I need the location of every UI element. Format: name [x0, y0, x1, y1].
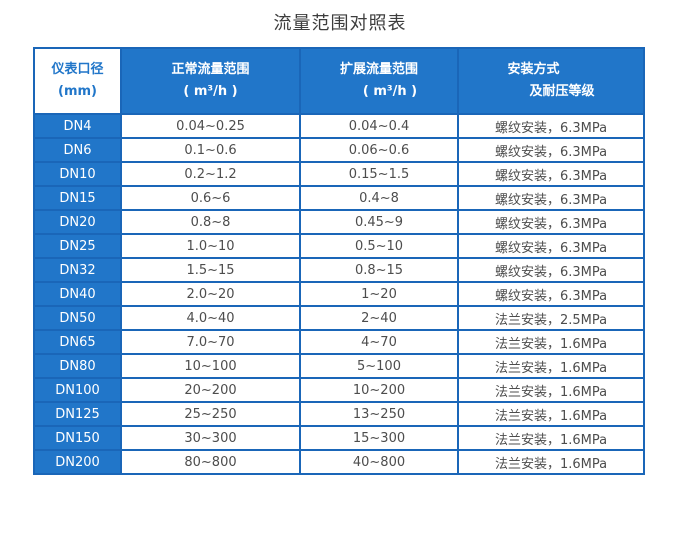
- table-row: DN6 0.1~0.6 0.06~0.6 螺纹安装，6.3MPa: [33, 137, 645, 163]
- table-row: DN4 0.04~0.25 0.04~0.4 螺纹安装，6.3MPa: [33, 113, 645, 139]
- cell-extended-range: 0.8~15: [299, 257, 459, 283]
- cell-diameter: DN50: [33, 305, 122, 331]
- header-line: (mm): [58, 84, 97, 99]
- cell-diameter: DN4: [33, 113, 122, 139]
- cell-extended-range: 1~20: [299, 281, 459, 307]
- header-line: 扩展流量范围: [339, 61, 418, 77]
- cell-install-method: 法兰安装，1.6MPa: [457, 449, 645, 475]
- cell-extended-range: 5~100: [299, 353, 459, 379]
- cell-diameter: DN40: [33, 281, 122, 307]
- table-row: DN40 2.0~20 1~20 螺纹安装，6.3MPa: [33, 281, 645, 307]
- table-row: DN25 1.0~10 0.5~10 螺纹安装，6.3MPa: [33, 233, 645, 259]
- cell-diameter: DN32: [33, 257, 122, 283]
- header-extended-flow-range: 扩展流量范围 ( m³/h ): [299, 47, 459, 115]
- cell-extended-range: 0.45~9: [299, 209, 459, 235]
- cell-diameter: DN10: [33, 161, 122, 187]
- cell-extended-range: 0.04~0.4: [299, 113, 459, 139]
- cell-normal-range: 2.0~20: [120, 281, 301, 307]
- cell-extended-range: 40~800: [299, 449, 459, 475]
- cell-diameter: DN150: [33, 425, 122, 451]
- cell-install-method: 螺纹安装，6.3MPa: [457, 161, 645, 187]
- cell-extended-range: 0.06~0.6: [299, 137, 459, 163]
- table-row: DN200 80~800 40~800 法兰安装，1.6MPa: [33, 449, 645, 475]
- table-row: DN10 0.2~1.2 0.15~1.5 螺纹安装，6.3MPa: [33, 161, 645, 187]
- cell-normal-range: 0.2~1.2: [120, 161, 301, 187]
- header-line: ( m³/h ): [362, 84, 418, 99]
- header-line: 正常流量范围: [171, 61, 250, 77]
- cell-install-method: 法兰安装，1.6MPa: [457, 377, 645, 403]
- cell-diameter: DN20: [33, 209, 122, 235]
- table-row: DN80 10~100 5~100 法兰安装，1.6MPa: [33, 353, 645, 379]
- table-row: DN100 20~200 10~200 法兰安装，1.6MPa: [33, 377, 645, 403]
- cell-diameter: DN200: [33, 449, 122, 475]
- cell-diameter: DN25: [33, 233, 122, 259]
- cell-normal-range: 0.6~6: [120, 185, 301, 211]
- table-header: 仪表口径 (mm) 正常流量范围 ( m³/h ) 扩展流量范围 ( m³/h …: [33, 47, 645, 115]
- cell-extended-range: 2~40: [299, 305, 459, 331]
- header-line: 安装方式: [507, 61, 560, 77]
- cell-install-method: 螺纹安装，6.3MPa: [457, 257, 645, 283]
- header-install-method: 安装方式 及耐压等级: [457, 47, 645, 115]
- cell-diameter: DN6: [33, 137, 122, 163]
- cell-normal-range: 1.0~10: [120, 233, 301, 259]
- cell-diameter: DN100: [33, 377, 122, 403]
- cell-install-method: 法兰安装，1.6MPa: [457, 329, 645, 355]
- cell-normal-range: 30~300: [120, 425, 301, 451]
- table-row: DN65 7.0~70 4~70 法兰安装，1.6MPa: [33, 329, 645, 355]
- table-body: DN4 0.04~0.25 0.04~0.4 螺纹安装，6.3MPa DN6 0.1~0.…: [33, 113, 645, 475]
- cell-diameter: DN80: [33, 353, 122, 379]
- cell-extended-range: 4~70: [299, 329, 459, 355]
- flow-range-table: 仪表口径 (mm) 正常流量范围 ( m³/h ) 扩展流量范围 ( m³/h …: [33, 47, 645, 475]
- table-row: DN125 25~250 13~250 法兰安装，1.6MPa: [33, 401, 645, 427]
- header-line: ( m³/h ): [183, 84, 238, 99]
- cell-diameter: DN125: [33, 401, 122, 427]
- cell-install-method: 螺纹安装，6.3MPa: [457, 233, 645, 259]
- cell-diameter: DN65: [33, 329, 122, 355]
- header-row: 仪表口径 (mm) 正常流量范围 ( m³/h ) 扩展流量范围 ( m³/h …: [33, 47, 645, 115]
- cell-install-method: 法兰安装，1.6MPa: [457, 401, 645, 427]
- page-title: 流量范围对照表: [273, 13, 407, 34]
- cell-normal-range: 0.8~8: [120, 209, 301, 235]
- header-normal-flow-range: 正常流量范围 ( m³/h ): [120, 47, 301, 115]
- table-row: DN32 1.5~15 0.8~15 螺纹安装，6.3MPa: [33, 257, 645, 283]
- cell-normal-range: 10~100: [120, 353, 301, 379]
- cell-extended-range: 0.15~1.5: [299, 161, 459, 187]
- cell-install-method: 法兰安装，2.5MPa: [457, 305, 645, 331]
- cell-install-method: 螺纹安装，6.3MPa: [457, 281, 645, 307]
- cell-install-method: 螺纹安装，6.3MPa: [457, 113, 645, 139]
- cell-extended-range: 13~250: [299, 401, 459, 427]
- cell-normal-range: 1.5~15: [120, 257, 301, 283]
- cell-normal-range: 4.0~40: [120, 305, 301, 331]
- table-row: DN150 30~300 15~300 法兰安装，1.6MPa: [33, 425, 645, 451]
- cell-normal-range: 0.04~0.25: [120, 113, 301, 139]
- table-row: DN20 0.8~8 0.45~9 螺纹安装，6.3MPa: [33, 209, 645, 235]
- cell-normal-range: 20~200: [120, 377, 301, 403]
- cell-extended-range: 0.4~8: [299, 185, 459, 211]
- header-meter-diameter: 仪表口径 (mm): [33, 47, 122, 115]
- header-line: 仪表口径: [51, 61, 104, 77]
- cell-diameter: DN15: [33, 185, 122, 211]
- cell-normal-range: 25~250: [120, 401, 301, 427]
- table-row: DN50 4.0~40 2~40 法兰安装，2.5MPa: [33, 305, 645, 331]
- cell-install-method: 螺纹安装，6.3MPa: [457, 209, 645, 235]
- header-line: 及耐压等级: [529, 84, 595, 99]
- cell-install-method: 法兰安装，1.6MPa: [457, 425, 645, 451]
- cell-extended-range: 0.5~10: [299, 233, 459, 259]
- cell-normal-range: 80~800: [120, 449, 301, 475]
- table-row: DN15 0.6~6 0.4~8 螺纹安装，6.3MPa: [33, 185, 645, 211]
- cell-normal-range: 7.0~70: [120, 329, 301, 355]
- cell-install-method: 法兰安装，1.6MPa: [457, 353, 645, 379]
- cell-install-method: 螺纹安装，6.3MPa: [457, 185, 645, 211]
- cell-install-method: 螺纹安装，6.3MPa: [457, 137, 645, 163]
- cell-extended-range: 15~300: [299, 425, 459, 451]
- cell-extended-range: 10~200: [299, 377, 459, 403]
- cell-normal-range: 0.1~0.6: [120, 137, 301, 163]
